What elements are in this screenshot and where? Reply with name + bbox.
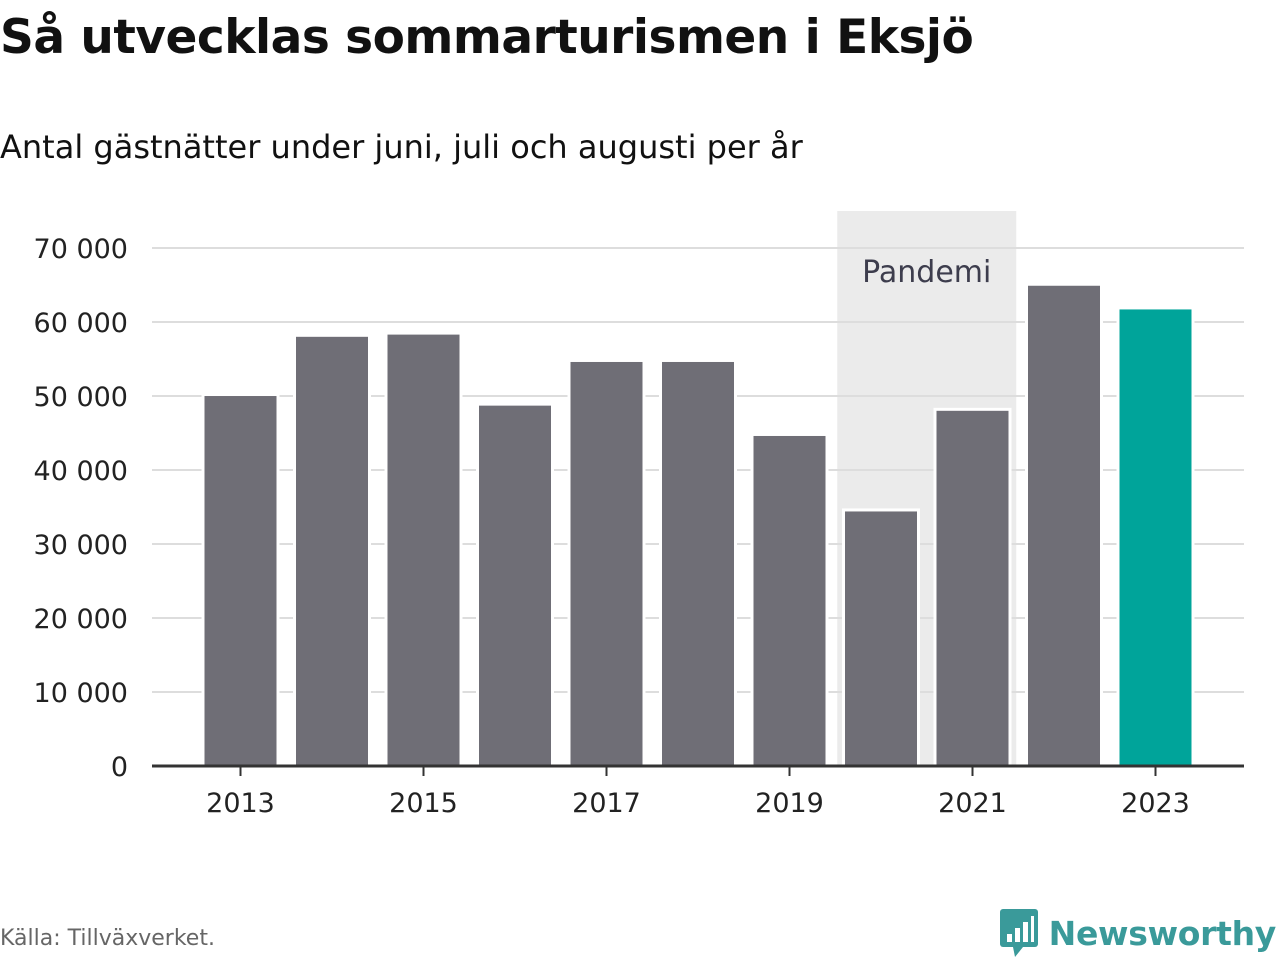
chart-subtitle: Antal gästnätter under juni, juli och au… bbox=[0, 128, 803, 166]
chart-title: Så utvecklas sommarturismen i Eksjö bbox=[0, 10, 974, 65]
source-note: Källa: Tillväxverket. bbox=[0, 926, 215, 951]
newsworthy-logo-icon bbox=[999, 909, 1038, 957]
brand-logo: Newsworthy bbox=[999, 908, 1276, 958]
x-tick-label: 2023 bbox=[1121, 788, 1190, 819]
bar-2017 bbox=[567, 358, 646, 768]
bar-2016 bbox=[476, 402, 554, 768]
y-tick-label: 50 000 bbox=[34, 382, 128, 413]
bar-2022 bbox=[1025, 282, 1103, 768]
annotation-label: Pandemi bbox=[862, 255, 991, 290]
bar-chart: 0 10 000 20 000 30 000 40 000 50 000 60 000 70 … bbox=[34, 211, 1244, 819]
bar-2021 bbox=[933, 407, 1012, 768]
y-tick-label: 40 000 bbox=[34, 456, 128, 487]
x-tick-label: 2019 bbox=[755, 788, 824, 819]
bar-2018 bbox=[659, 358, 737, 768]
bar-2020 bbox=[842, 508, 920, 768]
x-tick-label: 2017 bbox=[572, 788, 641, 819]
y-tick-label: 10 000 bbox=[34, 678, 128, 709]
x-tick-label: 2013 bbox=[206, 788, 275, 819]
y-tick-label: 20 000 bbox=[34, 604, 128, 635]
brand-name: Newsworthy bbox=[1048, 913, 1277, 953]
bar-2013 bbox=[201, 393, 280, 768]
bar-2019 bbox=[750, 432, 829, 768]
y-tick-label: 30 000 bbox=[34, 530, 128, 561]
y-tick-label: 60 000 bbox=[34, 308, 128, 339]
bar-2015 bbox=[384, 331, 463, 768]
x-tick-label: 2021 bbox=[938, 788, 1007, 819]
x-tick-label: 2015 bbox=[389, 788, 458, 819]
bar-2014 bbox=[293, 333, 371, 768]
y-tick-label: 70 000 bbox=[34, 234, 128, 265]
bar-2023 bbox=[1116, 306, 1195, 768]
y-tick-label: 0 bbox=[111, 752, 128, 783]
